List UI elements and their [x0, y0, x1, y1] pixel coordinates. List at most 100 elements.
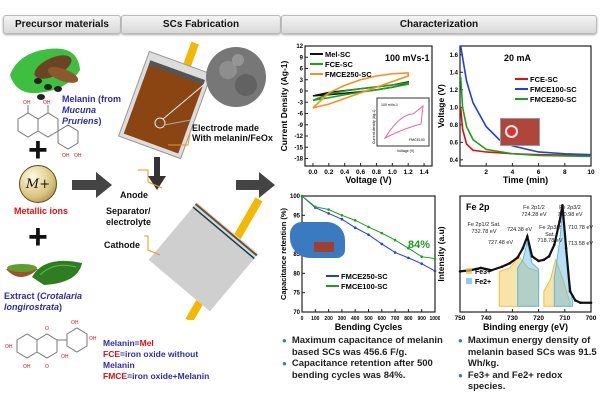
y-tick-label: 1.4: [450, 70, 459, 76]
data-point: [433, 269, 437, 273]
data-point: [407, 256, 410, 260]
xps-annotation: 727.48 eV: [488, 240, 514, 246]
data-point: [516, 256, 519, 259]
down-arrow-icon: [148, 157, 166, 190]
metallic-ions-label: Metallic ions: [14, 206, 69, 216]
xps-annotation: Fe 2p3/2 710.98 eV: [557, 205, 583, 218]
y-axis-label: Capacitance retention (%): [280, 207, 288, 300]
bullet-icon: ●: [458, 336, 463, 345]
data-point: [530, 255, 534, 258]
x-tick-label: 0.0: [308, 169, 317, 176]
x-tick-label: 800: [404, 316, 413, 322]
melanin-structure: OH OH OH OH: [17, 100, 82, 159]
inset-ylabel: Current density (Ag-1): [372, 110, 376, 144]
x-tick-label: 200: [324, 316, 333, 322]
electrode-illustration: [117, 41, 213, 160]
x-tick-label: 1.2: [404, 169, 413, 176]
flexible-device-photo: [290, 222, 345, 258]
x-tick-label: 740: [481, 315, 492, 322]
data-point: [367, 233, 370, 236]
cv-inset: 100 mVs-1 FMCE100 Voltage (V) Current densi…: [372, 97, 430, 153]
y-tick-label: 75: [293, 291, 300, 297]
x-tick-label: 700: [391, 316, 400, 322]
y-tick-label: 12: [296, 44, 303, 50]
sem-image: [206, 47, 266, 107]
oh-label: OH: [71, 320, 79, 326]
oh-label: OH: [23, 100, 31, 106]
data-point: [327, 212, 330, 215]
y-tick-label: -15: [294, 145, 303, 151]
legend-line: FCE=iron oxide without Melanin: [103, 349, 199, 370]
legend-label: FMCE100-SC: [341, 282, 388, 291]
series-line-fce-sc: [459, 107, 592, 157]
data-point: [433, 257, 437, 260]
y-tick-label: 0: [300, 89, 304, 95]
right-arrow-icon: [259, 172, 275, 198]
oh-label: OH: [89, 336, 97, 342]
plot-frame: [459, 195, 592, 313]
oh-label: OH: [43, 100, 51, 106]
x-tick-label: 400: [351, 316, 360, 322]
data-point: [300, 194, 304, 198]
data-point: [537, 259, 540, 263]
data-point: [314, 205, 317, 209]
inset-curve: [383, 104, 424, 140]
x-tick-label: 700: [586, 315, 597, 322]
data-point: [380, 231, 384, 235]
data-point: [340, 214, 344, 217]
y-tick-label: -6: [298, 112, 304, 118]
data-point: [407, 246, 410, 250]
data-point: [573, 299, 577, 302]
y-tick-label: 1.6: [450, 53, 459, 59]
x-tick-label: 8: [563, 169, 567, 176]
legend-label: FCE-SC: [325, 60, 354, 69]
bullet-item: ● Maximum capacitance of melanin based SC…: [282, 335, 443, 358]
legend-label: Mel-SC: [325, 50, 351, 59]
x-tick-label: 730: [507, 315, 518, 322]
x-axis-label: Voltage (V): [345, 175, 391, 185]
data-point: [393, 251, 397, 254]
data-point: [500, 265, 504, 269]
x-tick-label: 500: [364, 316, 373, 322]
y-tick-label: 1.0: [450, 105, 459, 111]
x-tick-label: 4: [511, 169, 515, 176]
fit-peak: [498, 255, 540, 307]
right-arrow-shaft: [236, 180, 260, 190]
xps-annotation: 710.78 eV: [568, 225, 594, 231]
legend-swatch: [466, 278, 472, 284]
xps-annotation: Fe 2p3/2 Sat. 718.78 eV: [537, 225, 563, 244]
data-point: [479, 266, 483, 270]
data-point: [561, 203, 564, 207]
data-point: [521, 246, 525, 250]
x-tick-label: 750: [455, 315, 466, 322]
legend-label: Fe3+: [475, 269, 491, 276]
x-tick-label: 1.4: [420, 169, 429, 176]
header-characterization: Characterization: [281, 15, 597, 34]
data-point: [327, 208, 330, 211]
data-point: [568, 289, 572, 293]
y-tick-label: 70: [293, 310, 300, 316]
x-tick-label: 0.4: [340, 169, 349, 176]
x-tick-label: 0.2: [324, 169, 333, 176]
data-point: [589, 301, 593, 305]
legend-label: FMCE250-SC: [325, 70, 372, 79]
bullet-list-left: ● Maximum capacitance of melanin based SC…: [282, 335, 447, 381]
x-tick-label: 1.0: [388, 169, 397, 176]
x-tick-label: 10: [587, 169, 595, 176]
data-point: [458, 270, 462, 273]
chart-title: Fe 2p: [466, 202, 490, 212]
data-point: [367, 225, 370, 229]
flavonoid-structure: OH OH O OH O OH OH: [5, 320, 97, 370]
data-point: [558, 220, 561, 223]
data-point: [564, 246, 568, 250]
chart-title: 100 mVs-1: [385, 53, 430, 63]
data-point: [553, 243, 556, 247]
y-tick-label: 1.2: [450, 88, 459, 94]
data-point: [393, 238, 397, 242]
inset-xlabel: Voltage (V): [397, 149, 414, 153]
legend-label: FMCE100-SC: [530, 85, 577, 94]
y-tick-label: 3: [300, 78, 304, 84]
data-point: [420, 262, 423, 265]
series-line-fmce100-sc: [459, 45, 592, 156]
y-tick-label: 80: [293, 271, 300, 277]
